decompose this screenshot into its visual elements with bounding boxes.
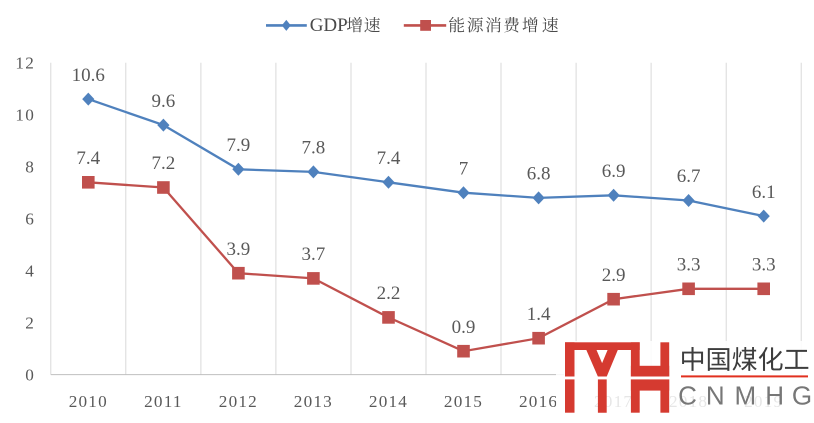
svg-text:M: M [734,380,756,410]
svg-text:2.2: 2.2 [377,283,401,304]
svg-text:N: N [706,380,725,410]
svg-text:3.3: 3.3 [752,255,776,276]
svg-text:2010: 2010 [69,392,108,411]
svg-text:10.6: 10.6 [72,65,105,86]
svg-text:G: G [792,380,812,410]
svg-text:GDP: GDP [310,15,348,36]
svg-text:7.2: 7.2 [152,153,176,174]
svg-text:7.4: 7.4 [76,148,100,169]
svg-text:3.3: 3.3 [677,255,701,276]
svg-text:2016: 2016 [519,392,558,411]
svg-text:7.8: 7.8 [302,138,326,159]
svg-text:2: 2 [25,313,35,332]
svg-text:2.9: 2.9 [602,265,626,286]
svg-text:3.9: 3.9 [227,239,251,260]
svg-text:6.7: 6.7 [677,166,701,187]
svg-text:2011: 2011 [144,392,183,411]
svg-text:4: 4 [25,261,35,280]
svg-text:10: 10 [15,106,35,125]
svg-text:8: 8 [25,158,35,177]
svg-text:3.7: 3.7 [302,244,326,265]
svg-text:2012: 2012 [219,392,258,411]
svg-text:2015: 2015 [444,392,483,411]
svg-text:7: 7 [459,158,469,179]
svg-text:0.9: 0.9 [452,317,476,338]
svg-text:9.6: 9.6 [152,91,176,112]
svg-text:1.4: 1.4 [527,304,551,325]
svg-text:0: 0 [25,365,35,384]
svg-text:H: H [765,380,784,410]
svg-text:12: 12 [15,54,35,73]
svg-text:7.4: 7.4 [377,148,401,169]
svg-text:7.9: 7.9 [227,135,251,156]
svg-text:2014: 2014 [369,392,408,411]
svg-text:6: 6 [25,210,35,229]
svg-text:6.1: 6.1 [752,182,776,203]
svg-text:C: C [678,380,697,410]
svg-text:6.8: 6.8 [527,164,551,185]
svg-text:6.9: 6.9 [602,161,626,182]
svg-text:2013: 2013 [294,392,333,411]
